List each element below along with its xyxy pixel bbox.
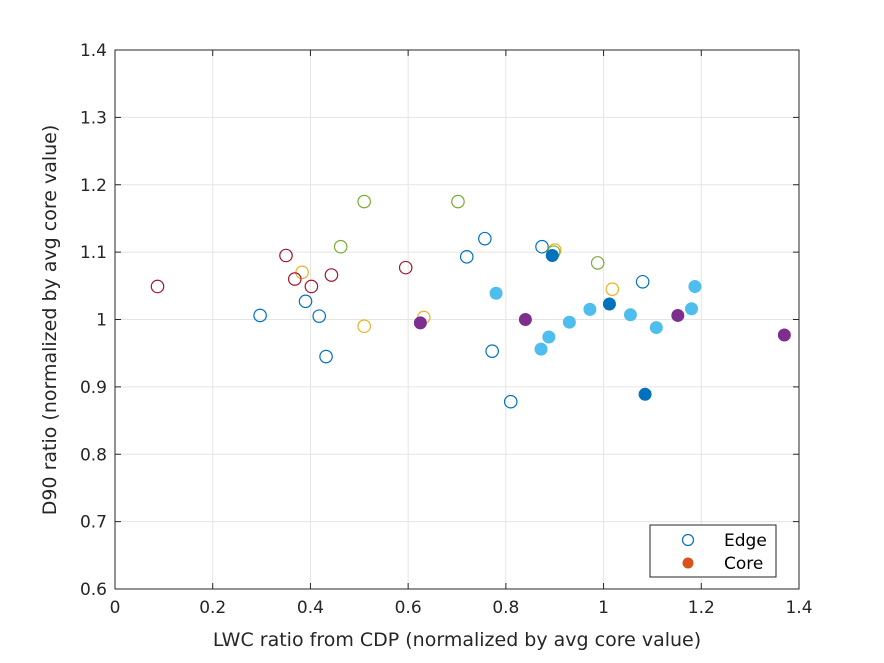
core-point-series-4 <box>649 321 663 335</box>
core-point-series-4 <box>688 279 702 293</box>
core-point-series-4 <box>534 342 548 356</box>
y-tick-label: 0.8 <box>80 445 107 465</box>
edge-point-series-3 <box>287 272 302 286</box>
x-tick-labels: 0 0.2 0.4 0.6 0.8 1 1.2 1.4 <box>110 598 813 618</box>
plot-frame <box>114 49 800 590</box>
y-tick-label: 1 <box>96 311 107 331</box>
edge-point-series-0 <box>485 344 499 358</box>
edge-point-series-2 <box>357 194 371 209</box>
edge-point-series-2 <box>333 239 348 254</box>
edge-point-series-0 <box>253 308 267 323</box>
edge-point-series-3 <box>150 279 165 294</box>
legend-label-edge: Edge <box>724 531 767 551</box>
core-point-series-6 <box>413 316 427 330</box>
y-tick-label: 1.1 <box>80 243 107 263</box>
x-tick-label: 0.8 <box>492 598 519 618</box>
x-tick-label: 1.2 <box>688 598 715 618</box>
edge-point-series-0 <box>298 294 313 309</box>
x-tick-label: 0.6 <box>395 598 422 618</box>
edge-point-series-0 <box>459 250 474 264</box>
core-point-series-4 <box>489 286 503 300</box>
legend: Edge Core <box>649 524 777 578</box>
core-point-series-4 <box>685 302 699 316</box>
x-tick-label: 0.2 <box>199 598 226 618</box>
core-point-series-6 <box>671 308 685 322</box>
x-axis-label: LWC ratio from CDP (normalized by avg co… <box>213 629 701 651</box>
edge-point-series-0 <box>635 274 650 289</box>
legend-box <box>649 524 777 578</box>
edge-point-series-1 <box>605 282 620 296</box>
edge-point-series-2 <box>451 194 465 209</box>
edge-point-series-1 <box>357 319 371 334</box>
edge-point-series-0 <box>319 349 333 364</box>
y-tick-label: 0.9 <box>80 378 107 398</box>
core-point-series-4 <box>562 315 576 329</box>
edge-point-series-3 <box>398 260 413 275</box>
core-point-series-5 <box>602 297 616 311</box>
edge-point-series-2 <box>590 256 605 270</box>
x-tick-label: 0.4 <box>297 598 324 618</box>
legend-marker-core <box>682 557 694 569</box>
core-point-series-6 <box>518 313 532 326</box>
edge-point-series-0 <box>503 394 518 409</box>
edge-point-series-3 <box>279 248 293 263</box>
edge-point-series-0 <box>535 239 549 254</box>
axes <box>114 49 800 590</box>
y-tick-label: 1.2 <box>80 176 107 196</box>
y-tick-label: 0.7 <box>80 513 107 533</box>
y-tick-label: 1.3 <box>80 108 107 128</box>
data-points <box>150 194 791 409</box>
legend-marker-edge <box>681 533 695 547</box>
y-tick-label: 0.6 <box>80 580 107 600</box>
y-tick-labels: 0.6 0.7 0.8 0.9 1 1.1 1.2 1.3 1.4 <box>80 41 107 600</box>
edge-point-series-0 <box>478 231 492 246</box>
core-point-series-6 <box>777 328 791 342</box>
edge-point-series-3 <box>324 268 339 282</box>
y-tick-label: 1.4 <box>80 41 107 61</box>
edge-point-series-3 <box>304 279 319 294</box>
x-tick-label: 1 <box>598 598 609 618</box>
legend-label-core: Core <box>724 554 763 574</box>
x-tick-label: 1.4 <box>785 598 812 618</box>
core-point-series-4 <box>583 302 597 316</box>
core-point-series-5 <box>545 248 559 262</box>
edge-point-series-1 <box>295 265 309 280</box>
core-point-series-4 <box>542 330 556 344</box>
x-tick-label: 0 <box>110 598 121 618</box>
core-point-series-4 <box>623 308 637 322</box>
edge-point-series-0 <box>312 309 327 323</box>
y-axis-label: D90 ratio (normalized by avg core value) <box>39 125 61 516</box>
core-point-series-5 <box>638 387 652 401</box>
